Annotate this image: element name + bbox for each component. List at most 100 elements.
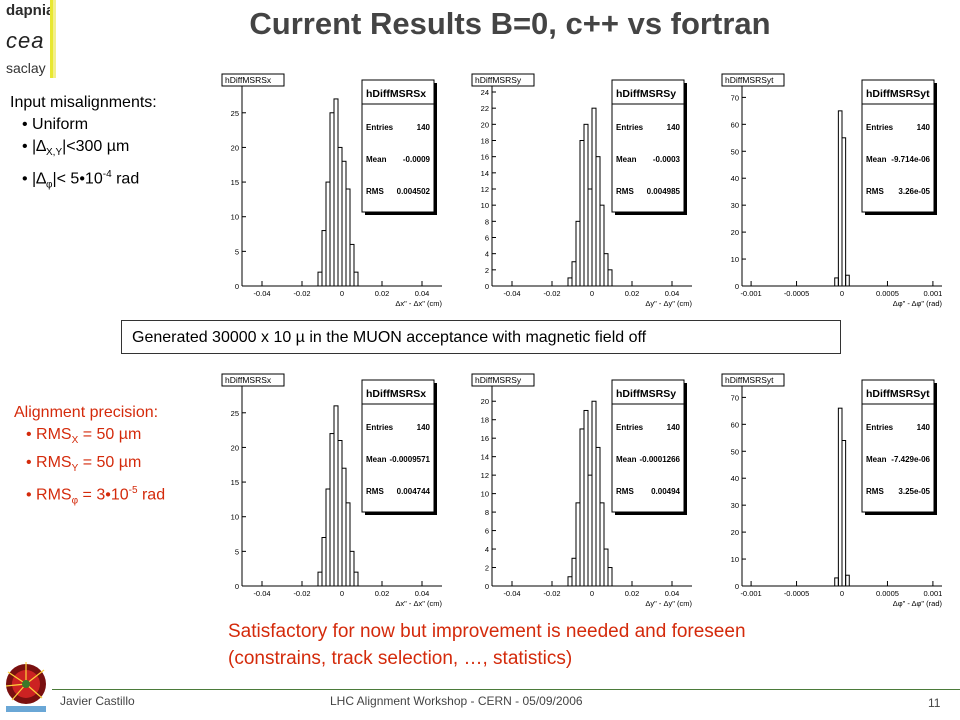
- x-tick-label: -0.02: [293, 589, 310, 598]
- x-tick-label: -0.0005: [784, 589, 809, 598]
- y-tick-label: 12: [481, 185, 489, 194]
- hist-tag-label: hDiffMSRSy: [475, 375, 522, 385]
- histogram-bar: [353, 571, 359, 587]
- precision-bullet-y: • RMSY = 50 µm: [26, 454, 142, 475]
- y-tick-label: 10: [481, 490, 489, 499]
- x-tick-label: 0.0005: [876, 289, 899, 298]
- stats-label: Mean: [366, 155, 387, 164]
- stats-value: -0.0009: [403, 155, 431, 164]
- histogram-fortran-phi: hDiffMSRSyt 0 10 20 30 40 50 60 70 -0.001 -0.0005 0…: [720, 72, 952, 312]
- input-bullet-xy: • |∆X,Y|<300 µm: [22, 138, 130, 159]
- stats-value: -0.0009571: [390, 455, 431, 464]
- stats-value: 140: [917, 423, 931, 432]
- x-tick-label: -0.04: [503, 289, 520, 298]
- stats-value: 0.004985: [647, 187, 681, 196]
- histogram-cpp-y: hDiffMSRSy 0 2 4 6 8 10 12 14 16 18 20 -0.04 -0.02 0 0.…: [470, 372, 702, 612]
- y-tick-label: 10: [731, 555, 739, 564]
- x-axis-label: Δy" - Δy" (cm): [645, 599, 692, 608]
- y-tick-label: 30: [731, 501, 739, 510]
- conclusion-text: Satisfactory for now but improvement is …: [228, 618, 948, 672]
- x-tick-label: 0.04: [415, 589, 430, 598]
- x-tick-label: 0: [840, 289, 844, 298]
- stats-box: [611, 379, 685, 513]
- x-tick-label: 0.02: [625, 289, 640, 298]
- histogram-bar: [841, 137, 847, 287]
- stats-box: [861, 79, 935, 213]
- x-tick-label: -0.001: [740, 589, 761, 598]
- y-tick-label: 15: [231, 178, 239, 187]
- y-tick-label: 40: [731, 174, 739, 183]
- stats-label: Mean: [616, 455, 637, 464]
- y-tick-label: 20: [231, 443, 239, 452]
- x-axis-label: Δy" - Δy" (cm): [645, 299, 692, 308]
- stats-title: hDiffMSRSx: [366, 388, 426, 400]
- y-tick-label: 70: [731, 393, 739, 402]
- histogram-bar: [845, 274, 850, 287]
- y-tick-label: 0: [485, 582, 489, 591]
- x-tick-label: -0.04: [253, 589, 270, 598]
- stats-value: 140: [917, 123, 931, 132]
- alignment-precision-block: Alignment precision: • RMSX = 50 µm • RM…: [14, 402, 224, 513]
- x-tick-label: 0.02: [375, 589, 390, 598]
- y-tick-label: 0: [235, 582, 239, 591]
- histogram-bar: [607, 269, 613, 287]
- stats-label: RMS: [366, 187, 384, 196]
- x-tick-label: 0.0005: [876, 589, 899, 598]
- input-heading: Input misalignments:: [10, 94, 157, 111]
- stats-title: hDiffMSRSx: [366, 88, 426, 100]
- stats-label: RMS: [616, 487, 634, 496]
- histogram-bar: [349, 550, 355, 587]
- stats-label: Entries: [366, 423, 394, 432]
- stats-box: [861, 379, 935, 513]
- y-tick-label: 12: [481, 471, 489, 480]
- y-tick-label: 20: [231, 143, 239, 152]
- hist-tag-label: hDiffMSRSx: [225, 375, 272, 385]
- slide-title: Current Results B=0, c++ vs fortran: [249, 6, 771, 41]
- hist-tag-box: [471, 373, 535, 387]
- y-tick-label: 8: [485, 217, 489, 226]
- stats-label: RMS: [366, 487, 384, 496]
- y-tick-label: 0: [235, 282, 239, 291]
- stats-label: Entries: [366, 123, 394, 132]
- x-tick-label: 0.04: [665, 589, 680, 598]
- conclusion-line-1: Satisfactory for now but improvement is …: [228, 621, 746, 642]
- y-tick-label: 22: [481, 104, 489, 113]
- histogram-bar: [599, 502, 605, 587]
- y-tick-label: 2: [485, 564, 489, 573]
- precision-heading: Alignment precision:: [14, 404, 159, 421]
- y-tick-label: 10: [481, 201, 489, 210]
- stats-value: 0.004502: [397, 187, 431, 196]
- x-tick-label: 0.02: [375, 289, 390, 298]
- histogram-bar: [599, 204, 605, 287]
- y-tick-label: 10: [231, 213, 239, 222]
- x-tick-label: -0.02: [543, 289, 560, 298]
- x-tick-label: 0: [590, 589, 594, 598]
- y-tick-label: 4: [485, 545, 489, 554]
- x-tick-label: 0: [340, 289, 344, 298]
- x-axis-label: Δφ" - Δφ" (rad): [893, 299, 943, 308]
- hist-tag-box: [221, 73, 285, 87]
- stats-value: 3.26e-05: [898, 187, 930, 196]
- input-misalignments-block: Input misalignments: • Uniform • |∆X,Y|<…: [10, 92, 220, 197]
- stats-title: hDiffMSRSyt: [866, 88, 930, 100]
- stats-value: 140: [417, 123, 431, 132]
- x-tick-label: 0: [590, 289, 594, 298]
- x-tick-label: 0.001: [924, 589, 943, 598]
- histogram-svg: hDiffMSRSyt 0 10 20 30 40 50 60 70 -0.001 -0.0005 0…: [720, 72, 952, 312]
- x-axis-label: Δx" - Δx" (cm): [395, 599, 442, 608]
- generated-note-box: Generated 30000 x 10 µ in the MUON accep…: [121, 320, 841, 354]
- y-tick-label: 25: [231, 409, 239, 418]
- x-tick-label: -0.04: [253, 289, 270, 298]
- y-tick-label: 14: [481, 169, 489, 178]
- stats-title: hDiffMSRSy: [616, 388, 676, 400]
- y-tick-label: 60: [731, 420, 739, 429]
- stats-label: Mean: [866, 155, 887, 164]
- histogram-bar: [349, 243, 355, 287]
- y-tick-label: 0: [735, 282, 739, 291]
- y-tick-label: 30: [731, 201, 739, 210]
- y-tick-label: 6: [485, 527, 489, 536]
- histogram-cpp-phi: hDiffMSRSyt 0 10 20 30 40 50 60 70 -0.001 -0.0005 0…: [720, 372, 952, 612]
- hist-tag-label: hDiffMSRSx: [225, 75, 272, 85]
- x-axis-label: Δφ" - Δφ" (rad): [893, 599, 943, 608]
- hist-tag-box: [721, 73, 785, 87]
